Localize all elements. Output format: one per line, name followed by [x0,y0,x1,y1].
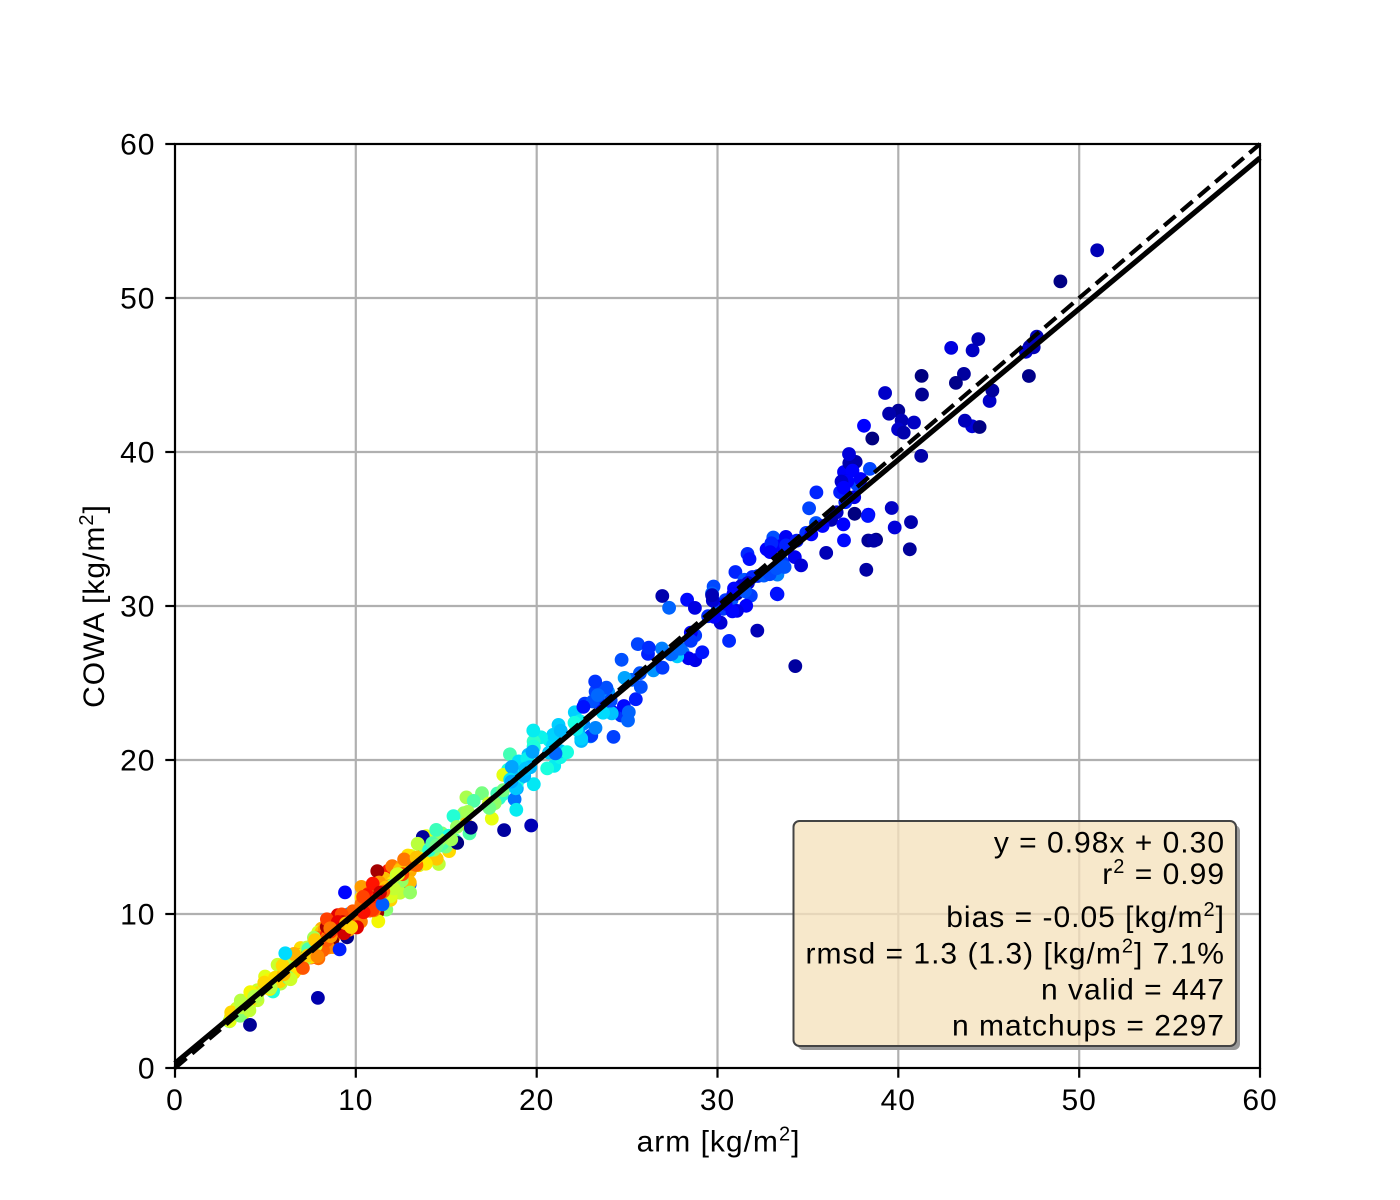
svg-text:0: 0 [138,1053,156,1086]
svg-text:n matchups = 2297: n matchups = 2297 [952,1010,1225,1043]
svg-text:10: 10 [338,1084,373,1117]
svg-text:30: 30 [700,1084,735,1117]
svg-text:10: 10 [120,899,155,932]
svg-text:COWA [kg/m2]: COWA [kg/m2] [76,504,111,708]
svg-text:40: 40 [881,1084,916,1117]
svg-text:50: 50 [120,283,155,316]
svg-text:50: 50 [1062,1084,1097,1117]
svg-text:bias = -0.05 [kg/m2]: bias = -0.05 [kg/m2] [946,899,1225,934]
svg-text:60: 60 [1242,1084,1277,1117]
svg-text:rmsd = 1.3 (1.3) [kg/m2] 7.1%: rmsd = 1.3 (1.3) [kg/m2] 7.1% [806,936,1225,971]
svg-text:60: 60 [120,129,155,162]
svg-text:20: 20 [519,1084,554,1117]
svg-text:y = 0.98x + 0.30: y = 0.98x + 0.30 [994,827,1225,860]
svg-text:30: 30 [120,591,155,624]
svg-text:n valid = 447: n valid = 447 [1041,974,1225,1007]
svg-text:arm [kg/m2]: arm [kg/m2] [637,1124,801,1159]
svg-text:0: 0 [166,1084,184,1117]
svg-text:20: 20 [120,745,155,778]
svg-text:r2 = 0.99: r2 = 0.99 [1102,856,1225,891]
svg-text:40: 40 [120,437,155,470]
